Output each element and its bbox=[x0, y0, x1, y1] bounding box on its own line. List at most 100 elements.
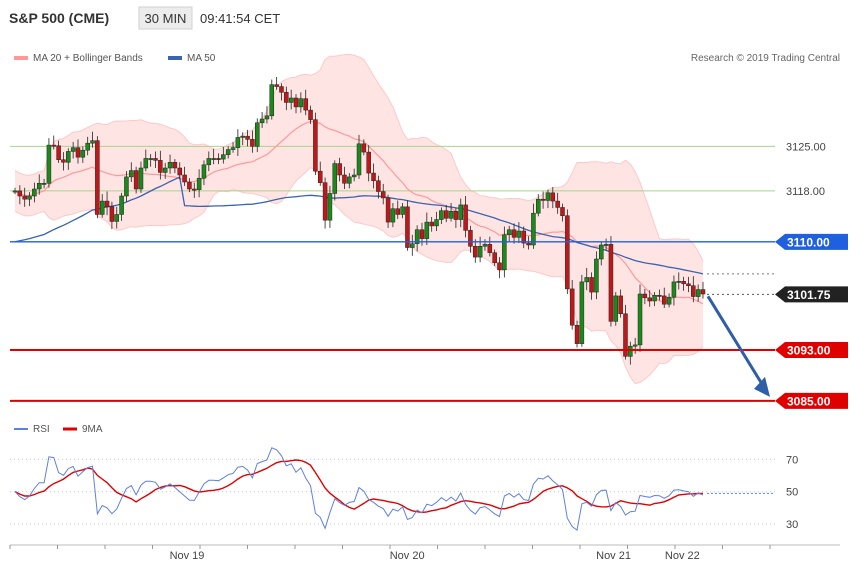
candle-body bbox=[158, 160, 163, 173]
candle bbox=[477, 236, 483, 263]
candle bbox=[589, 272, 594, 300]
candle bbox=[434, 211, 439, 231]
candle-body bbox=[322, 182, 328, 221]
candle bbox=[521, 226, 526, 249]
candle-body bbox=[632, 344, 638, 347]
candle-body bbox=[405, 206, 410, 248]
candle bbox=[104, 191, 110, 216]
candle-body bbox=[138, 167, 144, 190]
candle bbox=[66, 148, 71, 170]
candle bbox=[332, 160, 338, 201]
candle-body bbox=[661, 295, 667, 305]
candle-body bbox=[637, 293, 643, 346]
candle-body bbox=[85, 142, 90, 151]
candle-body bbox=[250, 139, 255, 147]
bollinger-upper bbox=[14, 53, 704, 262]
candle-body bbox=[109, 206, 115, 222]
support-tag bbox=[775, 342, 848, 358]
candle-body bbox=[90, 140, 95, 144]
candle bbox=[288, 89, 294, 110]
candle bbox=[642, 288, 648, 305]
candle bbox=[95, 136, 100, 219]
candle bbox=[317, 161, 323, 186]
candle-body bbox=[274, 84, 279, 87]
candle-body bbox=[22, 195, 27, 200]
candle-body bbox=[366, 151, 371, 174]
candle-body bbox=[12, 190, 18, 193]
candle bbox=[143, 149, 149, 172]
candle-body bbox=[332, 163, 338, 194]
candle bbox=[12, 187, 18, 195]
candle bbox=[230, 141, 236, 153]
candle bbox=[46, 138, 52, 188]
candle bbox=[458, 198, 463, 228]
candle bbox=[594, 251, 599, 300]
candle-body bbox=[410, 243, 415, 248]
candle-body bbox=[337, 163, 342, 176]
candle-body bbox=[584, 277, 589, 283]
timeframe-label: 30 MIN bbox=[145, 11, 187, 26]
candle-body bbox=[216, 158, 221, 160]
candle bbox=[657, 289, 662, 301]
candle-body bbox=[443, 210, 449, 219]
candle bbox=[279, 83, 284, 101]
candle bbox=[133, 166, 139, 194]
candle-body bbox=[56, 145, 61, 160]
candle bbox=[70, 141, 76, 159]
timeframe-box bbox=[138, 6, 193, 30]
candle-body bbox=[356, 143, 362, 176]
candle bbox=[511, 223, 517, 244]
candle bbox=[545, 189, 551, 209]
candle bbox=[240, 132, 245, 146]
candle bbox=[177, 162, 182, 180]
candle bbox=[405, 200, 410, 251]
candle bbox=[182, 166, 187, 186]
candle-body bbox=[308, 109, 313, 120]
candle bbox=[453, 207, 459, 228]
candle-body bbox=[657, 295, 662, 297]
candle bbox=[75, 139, 81, 164]
candle-body bbox=[51, 144, 57, 147]
candle-body bbox=[298, 98, 304, 108]
last-price-tag-label: 3101.75 bbox=[787, 288, 831, 302]
candle-body bbox=[70, 147, 76, 152]
pivot-tag bbox=[775, 233, 848, 250]
candle bbox=[264, 106, 270, 124]
candle bbox=[536, 194, 541, 217]
candle bbox=[27, 192, 32, 207]
x-tick-label: Nov 21 bbox=[596, 550, 631, 562]
candle-body bbox=[395, 208, 401, 215]
candle bbox=[579, 274, 585, 347]
candle-body bbox=[477, 246, 483, 258]
candle-body bbox=[192, 188, 197, 191]
time-label: 09:41:54 CET bbox=[200, 11, 280, 26]
candle-body bbox=[482, 244, 488, 247]
candle bbox=[119, 192, 124, 221]
candle-body bbox=[628, 345, 633, 357]
candle-body bbox=[129, 170, 134, 178]
bollinger-band bbox=[15, 54, 703, 384]
candle bbox=[41, 178, 47, 189]
candle-body bbox=[17, 190, 23, 197]
candle-body bbox=[187, 181, 192, 190]
candle bbox=[487, 236, 493, 257]
support-tag-label: 3093.00 bbox=[787, 344, 831, 358]
candle-body bbox=[27, 195, 32, 200]
candle-body bbox=[288, 97, 294, 103]
candle bbox=[250, 130, 255, 153]
candle bbox=[439, 207, 444, 224]
candle bbox=[22, 187, 27, 207]
candle bbox=[613, 292, 619, 326]
candle bbox=[32, 182, 37, 203]
candle-body bbox=[550, 192, 556, 202]
candle bbox=[361, 139, 367, 156]
candle bbox=[201, 160, 207, 186]
candle-body bbox=[429, 221, 434, 227]
candle bbox=[526, 236, 531, 250]
candle-body bbox=[468, 230, 473, 247]
candle-body bbox=[153, 158, 158, 161]
candle-body bbox=[439, 210, 444, 220]
candle bbox=[628, 341, 633, 365]
candle bbox=[414, 225, 420, 252]
ma50-legend-swatch bbox=[168, 56, 182, 60]
